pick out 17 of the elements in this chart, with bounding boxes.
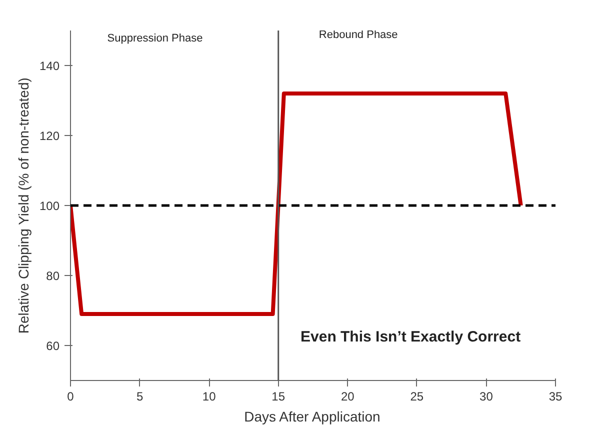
x-tick-label: 20 bbox=[340, 390, 355, 404]
y-tick-label: 140 bbox=[39, 59, 60, 73]
x-tick-label: 10 bbox=[202, 390, 216, 404]
y-axis-title: Relative Clipping Yield (% of non-treated) bbox=[15, 78, 32, 334]
y-tick-label: 100 bbox=[39, 199, 60, 213]
y-tick-label: 60 bbox=[46, 339, 60, 353]
x-tick-label: 15 bbox=[272, 390, 286, 404]
x-tick-label: 25 bbox=[410, 390, 424, 404]
x-tick-label: 0 bbox=[67, 390, 74, 404]
x-tick-label: 5 bbox=[136, 390, 144, 404]
x-tick-label: 35 bbox=[548, 390, 562, 404]
x-axis-title: Days After Application bbox=[244, 408, 380, 424]
y-tick-label: 120 bbox=[39, 129, 60, 143]
y-tick-label: 80 bbox=[46, 269, 60, 283]
annotation: Even This Isn’t Exactly Correct bbox=[300, 328, 521, 346]
x-tick-label: 30 bbox=[480, 390, 494, 404]
annotation: Suppression Phase bbox=[107, 32, 203, 44]
